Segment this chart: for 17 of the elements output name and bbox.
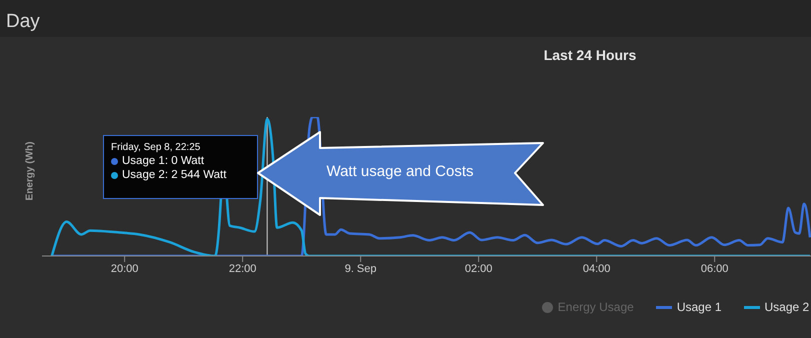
y-axis-title: Energy (Wh) <box>24 142 36 200</box>
annotation: Friday, Sep 8, 22:25 <box>111 142 202 153</box>
legend-label: Usage 2 <box>764 300 810 314</box>
x-tick-label: 04:00 <box>582 262 610 275</box>
tooltip-box: Friday, Sep 8, 22:25 Usage 1: 0 Watt Usage 2: 2 544 Watt <box>103 135 258 199</box>
x-tick-label: 06:00 <box>700 262 728 275</box>
annotation: Usage 1: 0 Watt <box>122 155 204 167</box>
annotation: Watt usage and Costs <box>325 163 475 180</box>
x-tick-label: 9. Sep <box>344 262 377 275</box>
x-tick-label: 22:00 <box>228 262 256 275</box>
chart-title: Day <box>6 11 40 33</box>
chart-subtitle: Last 24 Hours <box>542 47 638 63</box>
x-tick-label: 02:00 <box>464 262 492 275</box>
annotation: Usage 2: 2 544 Watt <box>122 169 226 181</box>
x-tick-label: 20:00 <box>110 262 138 275</box>
legend-label: Usage 1 <box>676 300 722 314</box>
legend-label: Energy Usage <box>558 300 634 314</box>
